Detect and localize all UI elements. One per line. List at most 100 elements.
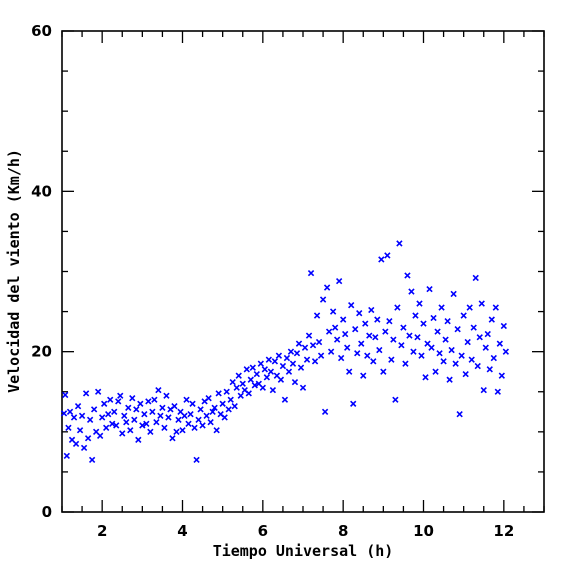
data-point xyxy=(426,285,433,293)
y-tick-label: 0 xyxy=(42,503,52,521)
data-point xyxy=(490,354,497,362)
data-point xyxy=(297,364,305,371)
y-axis-label: Velocidad del viento (Km/h) xyxy=(5,149,23,393)
data-point xyxy=(113,422,120,429)
data-point xyxy=(327,348,335,355)
data-point xyxy=(229,378,236,386)
data-point xyxy=(88,456,96,464)
data-point xyxy=(143,420,150,427)
x-tick-label: 12 xyxy=(493,522,514,540)
x-tick-label: 8 xyxy=(338,522,348,540)
data-point xyxy=(315,338,323,346)
data-point xyxy=(484,330,491,338)
data-point xyxy=(215,390,222,397)
data-point xyxy=(446,376,453,383)
y-tick-label: 20 xyxy=(31,343,52,361)
data-point xyxy=(396,240,403,247)
data-point xyxy=(354,350,361,357)
data-point xyxy=(442,336,449,343)
data-point xyxy=(307,269,315,277)
data-point xyxy=(305,332,313,339)
data-point xyxy=(153,419,160,426)
data-point xyxy=(243,366,250,373)
data-point xyxy=(356,310,363,317)
data-point xyxy=(321,408,329,415)
data-point xyxy=(237,392,244,399)
data-point xyxy=(344,344,351,351)
data-point xyxy=(291,378,299,386)
data-point xyxy=(141,411,148,418)
data-point xyxy=(271,358,279,365)
data-point xyxy=(500,322,507,330)
data-point xyxy=(458,352,465,359)
data-point xyxy=(384,252,391,259)
data-point xyxy=(161,424,168,431)
data-point xyxy=(376,346,383,354)
data-point xyxy=(492,304,499,311)
data-point xyxy=(175,416,182,423)
data-point xyxy=(398,342,405,349)
data-point xyxy=(72,440,80,448)
data-point xyxy=(129,394,136,402)
data-point xyxy=(392,396,399,403)
data-point xyxy=(335,277,343,285)
x-tick-label: 4 xyxy=(177,522,187,540)
data-point xyxy=(247,376,254,383)
data-point xyxy=(482,344,489,351)
data-point xyxy=(474,362,481,370)
data-point xyxy=(372,334,379,341)
data-point xyxy=(84,435,92,442)
data-point xyxy=(362,320,369,327)
data-point xyxy=(155,386,162,394)
data-point xyxy=(173,428,180,435)
data-point xyxy=(470,324,477,331)
data-point xyxy=(390,336,397,343)
data-point xyxy=(329,308,337,315)
data-point xyxy=(438,304,445,311)
data-point xyxy=(374,316,381,323)
data-point xyxy=(103,424,110,431)
data-point xyxy=(496,340,503,347)
data-point xyxy=(261,366,269,373)
data-point xyxy=(235,372,242,379)
data-point xyxy=(340,316,347,323)
data-point xyxy=(62,391,69,399)
data-point xyxy=(486,366,493,373)
data-point xyxy=(450,290,457,298)
data-point xyxy=(193,456,200,464)
data-point xyxy=(462,370,469,378)
plot-frame xyxy=(61,30,545,513)
data-point xyxy=(360,372,367,379)
data-point xyxy=(80,444,88,452)
x-tick-label: 2 xyxy=(97,522,107,540)
data-point xyxy=(444,318,451,325)
data-point xyxy=(219,400,226,407)
data-point xyxy=(265,356,273,363)
x-tick-label: 10 xyxy=(413,522,434,540)
data-point xyxy=(107,396,114,403)
data-point xyxy=(394,304,401,311)
data-point xyxy=(406,332,413,339)
data-point xyxy=(281,396,289,403)
data-point xyxy=(386,318,393,325)
data-point xyxy=(502,348,510,355)
data-point xyxy=(382,328,389,335)
data-point xyxy=(368,306,375,314)
data-point xyxy=(295,340,303,347)
data-point xyxy=(109,420,116,427)
y-tick-label: 40 xyxy=(31,182,52,200)
data-point xyxy=(432,368,439,375)
data-point xyxy=(414,334,421,341)
data-point xyxy=(410,348,417,355)
data-point xyxy=(213,427,220,434)
data-point xyxy=(309,342,317,349)
data-point xyxy=(133,406,140,413)
data-point xyxy=(434,328,441,335)
data-point xyxy=(428,344,435,351)
data-point xyxy=(416,300,423,307)
data-point xyxy=(267,368,275,375)
data-point xyxy=(115,398,122,405)
data-point xyxy=(352,326,359,333)
data-point xyxy=(251,382,258,389)
data-point xyxy=(464,338,471,346)
